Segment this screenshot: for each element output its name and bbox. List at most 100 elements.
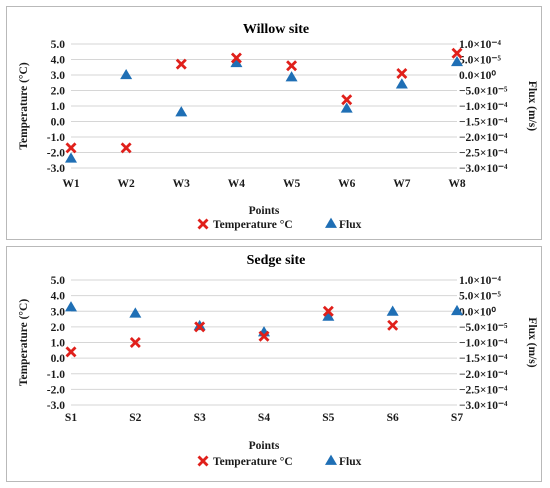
willow-temperature-point-stroke-b [396, 67, 408, 79]
willow-y-tick-label: 4.0 [51, 55, 66, 67]
willow-y-tick-label: 5.0 [51, 39, 66, 51]
willow-y2-tick-label: −3.0×10⁻⁴ [459, 163, 508, 175]
sedge-chart-title: Sedge site [247, 253, 306, 268]
sedge-y-tick-label: 0.0 [51, 353, 66, 365]
sedge-x-tick-label: S4 [258, 412, 270, 424]
sedge-chart-panel: Sedge site 5.0 4.0 3.0 2.0 1.0 0.0 -1.0 -2.0 -3.0… [6, 246, 542, 482]
willow-flux-point [285, 71, 298, 82]
sedge-y-axis-label: Temperature (°C) [18, 299, 30, 386]
willow-legend-flux-marker [325, 217, 337, 228]
willow-y2-tick-label: −1.0×10⁻⁴ [459, 101, 508, 113]
sedge-temperature-point-stroke-b [129, 337, 141, 348]
willow-x-axis-label: Points [249, 205, 280, 217]
willow-x-tick-label: W8 [448, 178, 466, 190]
willow-temperature-point [396, 67, 408, 79]
sedge-legend-temperature-marker-stroke-b [197, 455, 209, 467]
sedge-y-tick-label: 5.0 [51, 275, 66, 287]
sedge-y2-tick-label: −2.0×10⁻⁴ [459, 369, 508, 381]
sedge-temperature-point-stroke-b [387, 319, 399, 331]
willow-temperature-point [120, 142, 132, 154]
sedge-y2-tick-label: 5.0×10⁻⁵ [459, 291, 501, 303]
sedge-temperature-point [258, 330, 270, 342]
willow-y-tick-label: 1.0 [51, 101, 66, 113]
willow-y-tick-label: 0.0 [51, 117, 66, 129]
sedge-y-tick-label: 3.0 [51, 306, 66, 318]
willow-y2-axis-label: Flux (m/s) [526, 81, 538, 131]
sedge-x-tick-label: S3 [194, 412, 206, 424]
sedge-temperature-point [129, 337, 141, 348]
sedge-y2-tick-label: −2.5×10⁻⁴ [459, 384, 508, 396]
sedge-legend-flux-marker [325, 454, 337, 465]
sedge-flux-point [129, 307, 142, 318]
willow-temperature-point-stroke-b [120, 142, 132, 154]
sedge-y-tick-label: -1.0 [47, 369, 65, 381]
willow-y-tick-label: -2.0 [47, 148, 65, 160]
sedge-flux-point [386, 305, 399, 316]
sedge-temperature-point-stroke-b [194, 321, 206, 333]
willow-legend-flux-label: Flux [339, 219, 362, 231]
sedge-x-tick-label: S2 [129, 412, 141, 424]
sedge-temperature-point [322, 305, 334, 317]
willow-temperature-point-stroke-b [286, 60, 298, 72]
sedge-y2-tick-label: −5.0×10⁻⁵ [459, 322, 508, 334]
willow-y2-tick-label: 5.0×10⁻⁵ [459, 55, 501, 67]
sedge-x-tick-label: S1 [65, 412, 77, 424]
willow-x-tick-label: W7 [393, 178, 411, 190]
sedge-flux-point [451, 304, 463, 316]
willow-flux-point [451, 55, 463, 67]
sedge-temperature-point [65, 346, 77, 358]
sedge-y-tick-label: -2.0 [47, 384, 65, 396]
sedge-temperature-point [194, 321, 206, 333]
willow-y-tick-label: 3.0 [51, 70, 66, 82]
sedge-legend-flux-label: Flux [339, 456, 362, 468]
sedge-y-tick-label: -3.0 [47, 400, 65, 412]
sedge-x-axis-label: Points [249, 440, 280, 452]
sedge-y2-tick-label: −3.0×10⁻⁴ [459, 400, 508, 412]
sedge-temperature-point-stroke-b [65, 346, 77, 358]
sedge-y2-tick-label: 0.0×10⁰ [459, 305, 496, 318]
willow-x-tick-label: W4 [228, 178, 246, 190]
sedge-flux-point [65, 301, 77, 312]
willow-chart-svg: Willow site 5.0 4.0 3.0 2.0 1.0 0.0 -1.0 -2.0 -3.… [18, 22, 538, 231]
willow-legend-temperature-label: Temperature °C [213, 219, 293, 231]
sedge-chart-svg: Sedge site 5.0 4.0 3.0 2.0 1.0 0.0 -1.0 -2.0 -3.0… [18, 253, 538, 468]
willow-legend-temperature-marker [197, 218, 209, 230]
willow-x-tick-label: W5 [283, 178, 301, 190]
willow-flux-point [175, 106, 188, 117]
sedge-x-tick-label: S6 [387, 412, 399, 424]
sedge-temperature-point-stroke-b [322, 305, 334, 317]
willow-y-tick-label: 2.0 [51, 86, 66, 98]
willow-flux-point [395, 78, 408, 89]
willow-flux-point [230, 56, 243, 68]
sedge-y2-axis-label: Flux (m/s) [526, 317, 538, 367]
willow-temperature-point-stroke-b [175, 58, 187, 70]
willow-flux-point [340, 102, 353, 113]
willow-legend-temperature-marker-stroke-b [197, 218, 209, 230]
willow-flux-point [120, 68, 133, 80]
sedge-y2-tick-label: −1.0×10⁻⁴ [459, 338, 508, 350]
willow-y-axis-label: Temperature (°C) [18, 62, 30, 149]
willow-y2-tick-label: 1.0×10⁻⁴ [459, 39, 501, 51]
willow-x-tick-label: W6 [338, 178, 356, 190]
sedge-legend-temperature-label: Temperature °C [213, 456, 293, 468]
willow-x-tick-label: W2 [118, 178, 136, 190]
willow-temperature-point-stroke-b [341, 94, 353, 106]
sedge-temperature-point [387, 319, 399, 331]
willow-temperature-point [341, 94, 353, 106]
sedge-y-tick-label: 1.0 [51, 338, 66, 350]
sedge-flux-point [322, 310, 335, 321]
willow-y-tick-label: -1.0 [47, 132, 65, 144]
willow-temperature-point-stroke-b [230, 52, 242, 64]
sedge-y2-tick-label: 1.0×10⁻⁴ [459, 275, 501, 287]
willow-y2-tick-label: −5.0×10⁻⁵ [459, 86, 508, 98]
sedge-y-tick-label: 4.0 [51, 291, 66, 303]
willow-temperature-point [175, 58, 187, 70]
willow-y2-tick-label: −2.5×10⁻⁴ [459, 148, 508, 160]
sedge-y-tick-label: 2.0 [51, 322, 66, 334]
willow-y2-tick-label: −2.0×10⁻⁴ [459, 132, 508, 144]
sedge-temperature-point-stroke-b [258, 330, 270, 342]
willow-temperature-point-stroke-b [65, 142, 77, 154]
sedge-legend: Temperature °C Flux [197, 454, 362, 468]
willow-temperature-point [230, 52, 242, 64]
willow-x-tick-label: W3 [173, 178, 191, 190]
